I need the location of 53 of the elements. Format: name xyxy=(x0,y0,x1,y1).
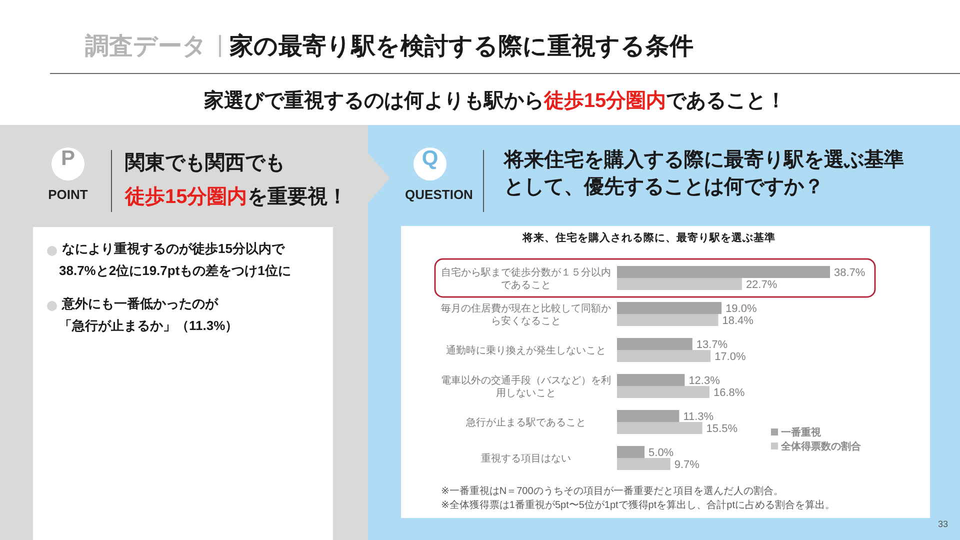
data-label: 13.7% xyxy=(696,339,728,351)
data-label: 22.7% xyxy=(746,279,778,291)
text: を重要視！ xyxy=(247,186,348,208)
text: P xyxy=(60,147,76,171)
bar xyxy=(617,302,722,314)
text: 家選びで重視するのは何よりも駅から xyxy=(204,90,544,112)
text: 関東でも関西でも xyxy=(125,151,285,176)
y-tick-label: 電車以外の交通手段（バスなど）を利用しないこと xyxy=(441,374,611,399)
y-tick-label: 自宅から駅まで徒歩分数が１５分以内であること xyxy=(441,266,611,291)
y-tick-label: 通勤時に乗り換えが発生しないこと xyxy=(446,344,606,356)
data-label: 19.0% xyxy=(726,303,757,315)
legend-label: 一番重視 xyxy=(781,426,822,438)
bar xyxy=(617,314,718,326)
chart-title: 将来、住宅を購入される際に、最寄り駅を選ぶ基準 xyxy=(522,231,776,244)
data-label: 5.0% xyxy=(648,447,674,459)
bar xyxy=(617,338,692,350)
bar xyxy=(617,374,685,386)
text: ※一番重視はN＝700のうちその項目が一番重要だと項目を選んだ人の割合。 xyxy=(441,485,784,497)
data-label: 11.3% xyxy=(683,411,714,423)
text: 徒歩15分圏内 xyxy=(125,186,248,208)
bar xyxy=(617,386,710,398)
y-tick-label: 急行が止まる駅であること xyxy=(465,416,586,428)
bar xyxy=(617,350,711,362)
text: 家の最寄り駅を検討する際に重視する条件 xyxy=(230,32,694,62)
text: POINT xyxy=(47,187,89,202)
text: ※全体獲得票は1番重視が5pt〜5位が1ptで獲得ptを算出し、合計ptに占める割合を算出。 xyxy=(441,499,835,511)
bar xyxy=(617,266,830,278)
data-label: 9.7% xyxy=(674,459,700,471)
bar xyxy=(617,446,645,458)
data-label: 18.4% xyxy=(722,315,754,327)
text: 調査データ xyxy=(85,32,207,62)
text: であること！ xyxy=(666,90,786,112)
bar xyxy=(617,458,670,470)
data-label: 12.3% xyxy=(688,375,720,387)
data-label: 15.5% xyxy=(706,423,738,435)
text: QUESTION xyxy=(404,187,474,202)
legend-label: 全体得票数の割合 xyxy=(780,440,862,452)
data-label: 38.7% xyxy=(834,267,866,279)
text: 意外にも一番低かったのが xyxy=(62,294,218,312)
text: 徒歩15分圏内 xyxy=(544,90,666,112)
text: Q xyxy=(420,147,440,171)
text: なにより重視するのが徒歩15分以内で xyxy=(62,240,284,258)
bar xyxy=(617,278,742,290)
y-tick-label: 重視する項目はない xyxy=(481,452,571,464)
data-label: 16.8% xyxy=(713,387,745,399)
y-tick-label: 毎月の住居費が現在と比較して同額から安くなること xyxy=(441,302,611,327)
text: 「急行が止まるか」（11.3%） xyxy=(59,317,238,335)
text: 38.7%と2位に19.7ptもの差をつけ1位に xyxy=(59,262,291,280)
text: 33 xyxy=(938,519,948,529)
bar xyxy=(617,410,680,422)
data-label: 17.0% xyxy=(714,351,746,363)
text: 将来住宅を購入する際に最寄り駅を選ぶ基準として、優先することは何ですか？ xyxy=(504,148,905,200)
bar xyxy=(617,422,702,434)
